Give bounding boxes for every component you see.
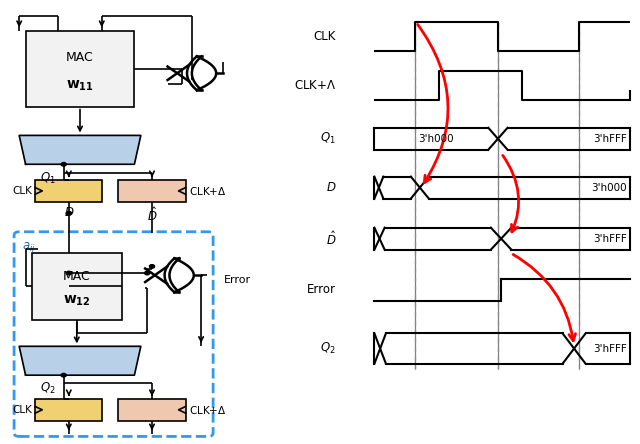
Circle shape	[67, 211, 72, 215]
Text: 3'hFFF: 3'hFFF	[593, 234, 627, 244]
Text: 3'hFFF: 3'hFFF	[593, 134, 627, 144]
Text: 3'h000: 3'h000	[591, 182, 627, 193]
Text: CLK+$\Delta$: CLK+$\Delta$	[189, 185, 227, 197]
Text: CLK: CLK	[314, 30, 336, 43]
Polygon shape	[19, 346, 141, 375]
Bar	[26, 31, 134, 107]
Text: $Q_1$: $Q_1$	[320, 131, 336, 147]
Text: $\mathbf{w_{11}}$: $\mathbf{w_{11}}$	[66, 78, 94, 93]
Circle shape	[67, 271, 72, 275]
Bar	[35, 399, 102, 421]
Text: $D$: $D$	[63, 206, 74, 219]
Circle shape	[150, 265, 155, 268]
Text: $a_{ij}$: $a_{ij}$	[22, 240, 36, 255]
Text: 3'h000: 3'h000	[419, 134, 454, 144]
Text: 3'hFFF: 3'hFFF	[593, 344, 627, 353]
Text: MAC: MAC	[66, 51, 94, 64]
Bar	[118, 399, 186, 421]
Text: $\hat{D}$: $\hat{D}$	[147, 206, 157, 224]
Circle shape	[145, 271, 150, 275]
Text: $Q_2$: $Q_2$	[40, 381, 56, 396]
Bar	[118, 180, 186, 202]
Text: $D$: $D$	[326, 181, 336, 194]
Bar	[35, 180, 102, 202]
Circle shape	[61, 373, 67, 377]
Circle shape	[61, 163, 67, 166]
Polygon shape	[19, 135, 141, 164]
Text: $Q_2$: $Q_2$	[320, 341, 336, 356]
Text: CLK+$\Lambda$: CLK+$\Lambda$	[294, 79, 336, 92]
Bar	[32, 253, 122, 320]
Text: $\hat{D}$: $\hat{D}$	[326, 230, 336, 248]
Text: MAC: MAC	[63, 270, 91, 283]
Text: CLK+$\Delta$: CLK+$\Delta$	[189, 404, 227, 416]
Text: CLK: CLK	[12, 405, 32, 415]
Text: CLK: CLK	[12, 186, 32, 196]
Text: $\mathbf{w_{12}}$: $\mathbf{w_{12}}$	[63, 294, 91, 308]
Text: $Q_1$: $Q_1$	[40, 171, 56, 186]
Text: Error: Error	[224, 275, 251, 285]
Text: Error: Error	[307, 283, 336, 296]
